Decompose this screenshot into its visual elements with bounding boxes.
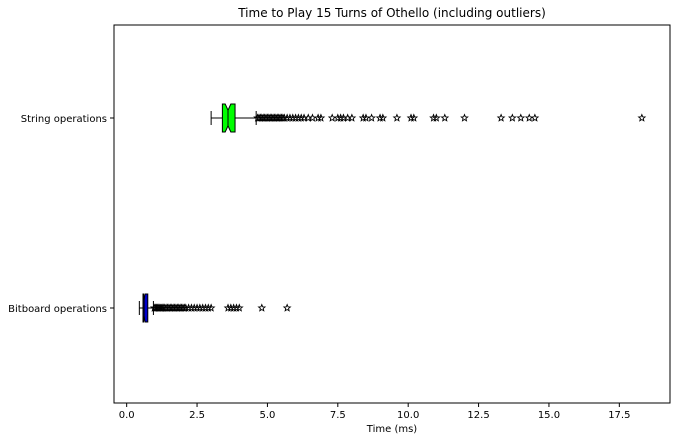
x-tick-label-4: 10.0 xyxy=(397,410,419,421)
outlier-point-50 xyxy=(507,113,517,122)
outlier-point-54 xyxy=(637,113,647,122)
x-tick-label-0: 0.0 xyxy=(119,410,135,421)
x-tick-label-1: 2.5 xyxy=(189,410,205,421)
outlier-point-51 xyxy=(516,113,526,122)
box-series-group xyxy=(138,103,647,323)
outlier-point-33 xyxy=(206,303,216,312)
outlier-point-30 xyxy=(316,113,326,122)
chart-title: Time to Play 15 Turns of Othello (includ… xyxy=(237,6,546,20)
outlier-point-40 xyxy=(375,113,385,122)
x-tick-label-2: 5.0 xyxy=(259,410,275,421)
outlier-point-46 xyxy=(431,113,441,122)
outlier-point-25 xyxy=(296,113,306,122)
outlier-point-45 xyxy=(429,113,438,122)
outlier-point-29 xyxy=(313,113,323,122)
outlier-point-39 xyxy=(257,303,267,312)
box-series-0 xyxy=(210,103,647,133)
outlier-point-53 xyxy=(530,113,540,122)
outlier-point-36 xyxy=(347,113,357,122)
outlier-point-41 xyxy=(378,113,388,122)
outlier-point-49 xyxy=(496,113,506,122)
outlier-point-32 xyxy=(203,303,213,312)
y-axis: String operations Bitboard operations xyxy=(8,114,114,315)
outlier-point-38 xyxy=(234,303,244,312)
outlier-point-52 xyxy=(524,113,534,122)
x-tick-label-7: 17.5 xyxy=(608,410,630,421)
outlier-point-37 xyxy=(358,113,368,122)
x-tick-label-5: 12.5 xyxy=(467,410,489,421)
outlier-point-40 xyxy=(282,303,292,312)
outlier-point-43 xyxy=(406,113,416,122)
x-tick-label-3: 7.5 xyxy=(330,410,346,421)
y-tick-label-1: Bitboard operations xyxy=(8,304,107,315)
outlier-point-33 xyxy=(336,113,346,122)
outlier-point-39 xyxy=(367,113,376,122)
outlier-point-42 xyxy=(392,113,402,122)
box-body xyxy=(221,103,236,133)
box-series-1 xyxy=(138,293,292,323)
x-axis-label: Time (ms) xyxy=(366,424,418,435)
y-tick-label-0: String operations xyxy=(21,114,107,125)
x-tick-label-6: 15.0 xyxy=(538,410,560,421)
outlier-point-48 xyxy=(460,113,469,122)
outlier-point-31 xyxy=(327,113,337,122)
outlier-point-44 xyxy=(409,113,419,122)
outlier-point-37 xyxy=(232,303,241,312)
x-axis: 0.0 2.5 5.0 7.5 10.0 12.5 15.0 17.5 xyxy=(119,403,630,421)
outlier-point-47 xyxy=(440,113,450,122)
plot-area-frame xyxy=(113,24,671,404)
